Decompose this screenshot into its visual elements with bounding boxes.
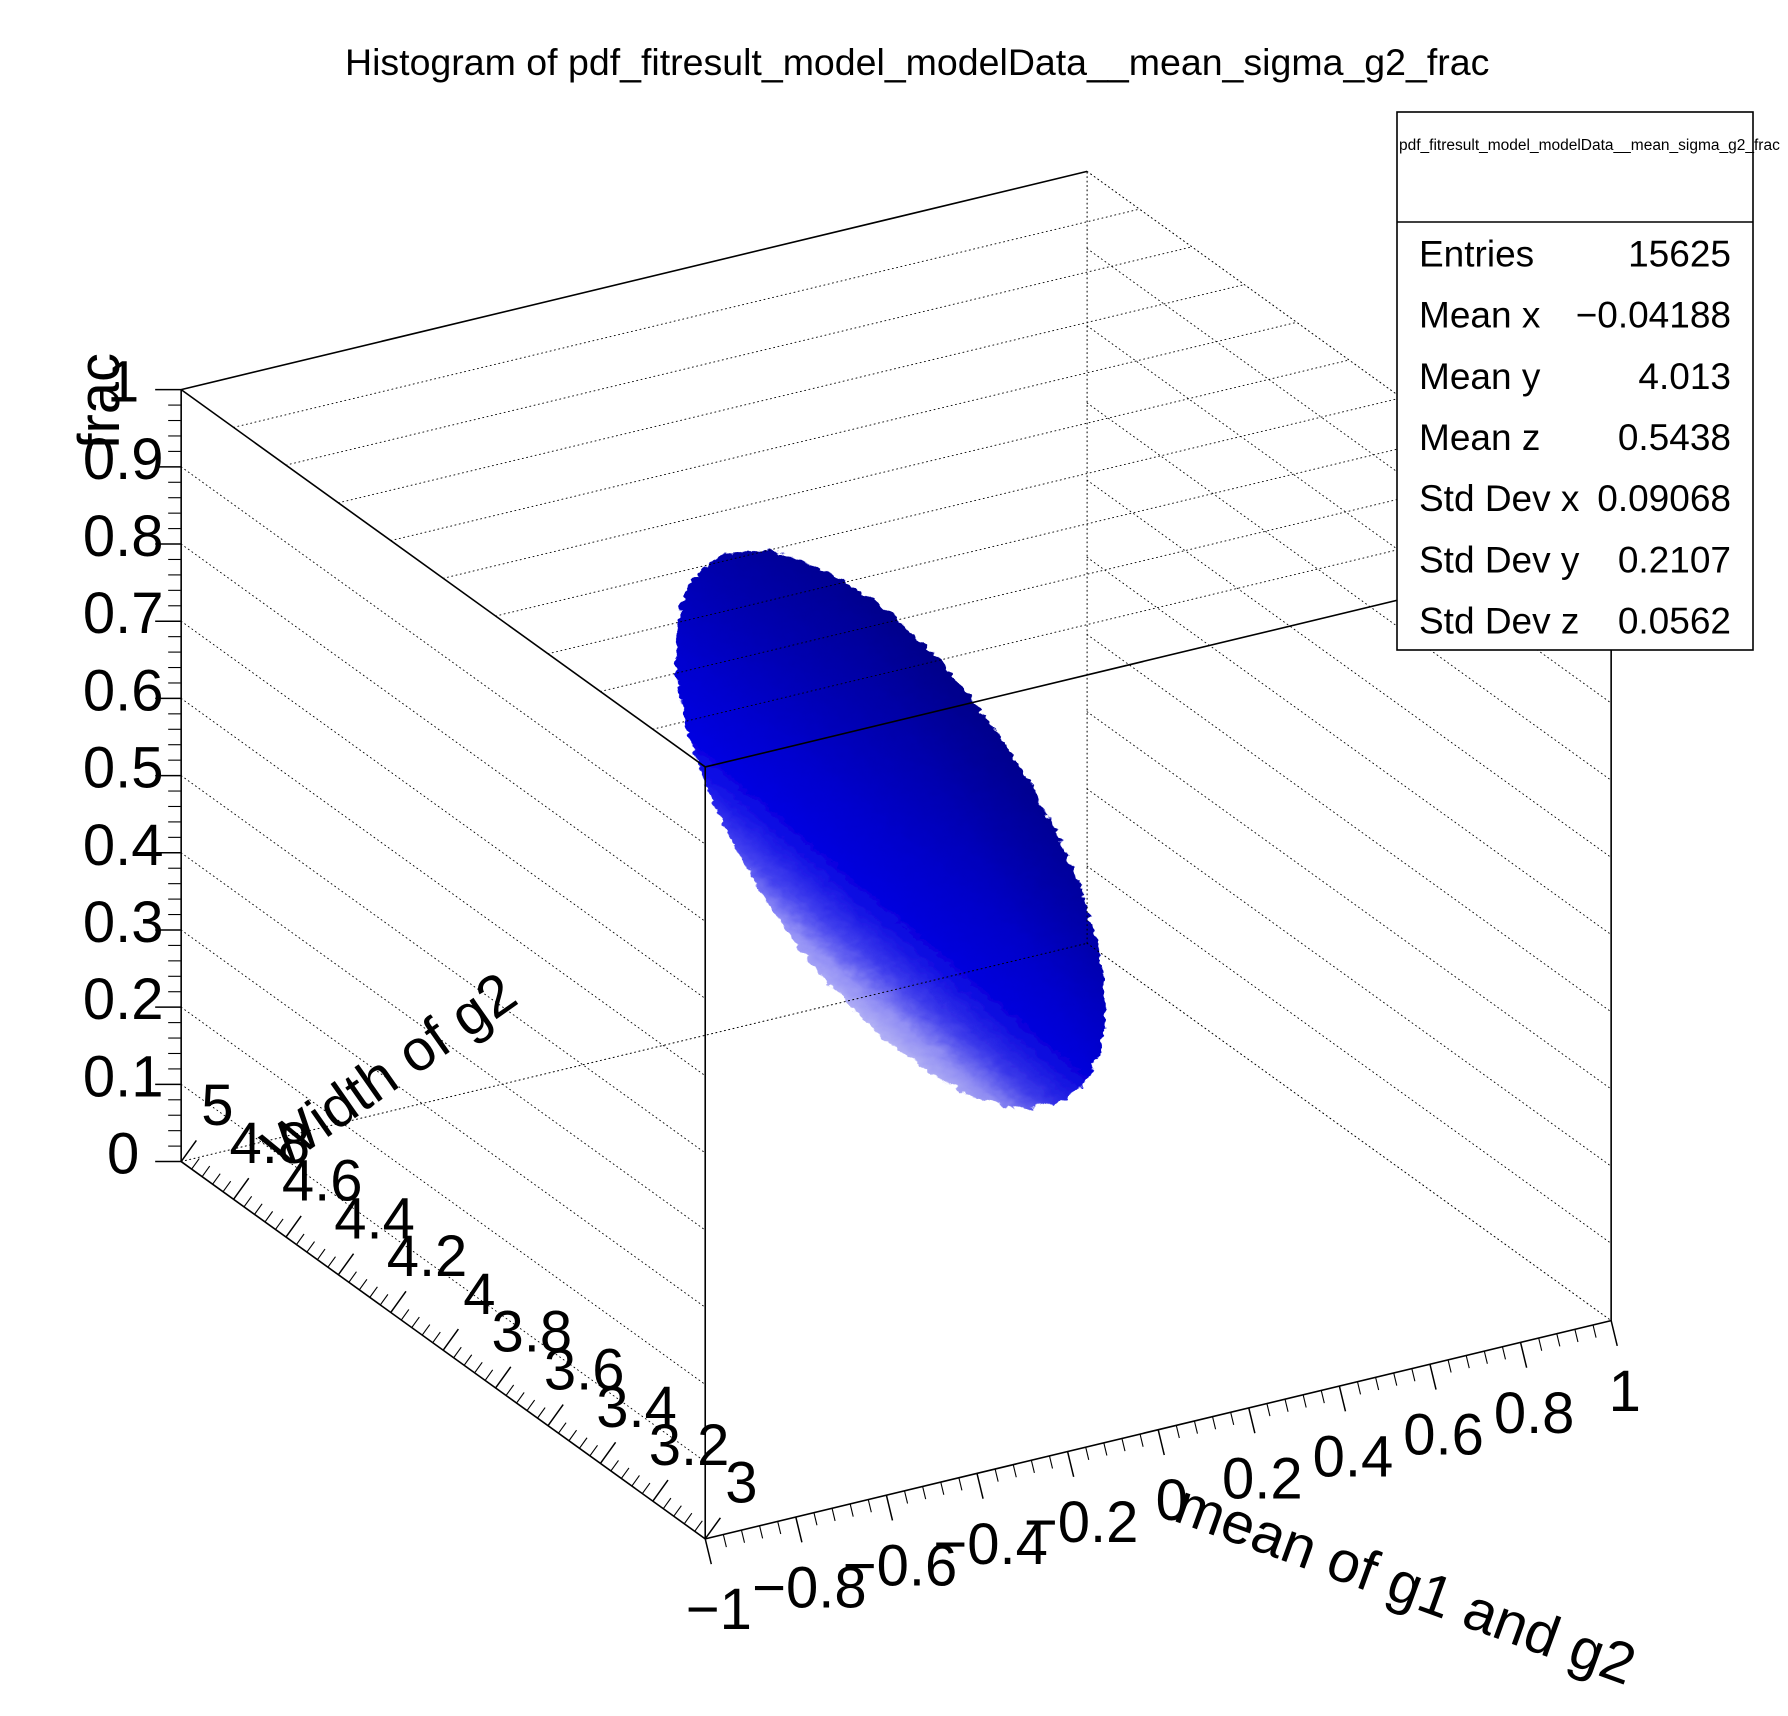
svg-text:0.8: 0.8	[1494, 1381, 1575, 1446]
svg-text:−0.04188: −0.04188	[1576, 295, 1731, 336]
svg-text:Entries: Entries	[1419, 234, 1534, 275]
svg-text:0.3: 0.3	[83, 890, 164, 955]
svg-text:4.2: 4.2	[387, 1224, 468, 1289]
svg-text:3.2: 3.2	[649, 1413, 730, 1478]
svg-text:−0.2: −0.2	[1024, 1490, 1139, 1555]
svg-text:0.2: 0.2	[83, 967, 164, 1032]
svg-text:0.6: 0.6	[83, 658, 164, 723]
svg-text:Std Dev z: Std Dev z	[1419, 600, 1579, 641]
svg-text:mean of g1 and g2: mean of g1 and g2	[1167, 1471, 1644, 1698]
svg-text:15625: 15625	[1628, 234, 1731, 275]
svg-text:Std Dev y: Std Dev y	[1419, 539, 1580, 580]
svg-text:frac: frac	[67, 353, 132, 450]
svg-text:4.013: 4.013	[1638, 356, 1731, 397]
svg-text:Width of g2: Width of g2	[250, 960, 528, 1182]
svg-text:0.8: 0.8	[83, 504, 164, 569]
svg-text:0.4: 0.4	[1313, 1424, 1394, 1489]
svg-text:0.1: 0.1	[83, 1044, 164, 1109]
svg-text:0.6: 0.6	[1403, 1403, 1484, 1468]
svg-text:Mean x: Mean x	[1419, 295, 1541, 336]
svg-text:Mean y: Mean y	[1419, 356, 1541, 397]
svg-text:pdf_fitresult_model_modelData_: pdf_fitresult_model_modelData__mean_sigm…	[1399, 137, 1780, 154]
svg-text:3: 3	[725, 1451, 757, 1516]
svg-text:1: 1	[1609, 1359, 1641, 1424]
svg-text:Mean z: Mean z	[1419, 417, 1540, 458]
svg-text:0: 0	[107, 1122, 139, 1187]
svg-text:Std Dev x: Std Dev x	[1419, 478, 1580, 519]
svg-text:0.0562: 0.0562	[1618, 600, 1731, 641]
svg-text:0.7: 0.7	[83, 581, 164, 646]
svg-text:0.2107: 0.2107	[1618, 539, 1731, 580]
svg-text:−1: −1	[686, 1577, 752, 1642]
svg-text:0.5438: 0.5438	[1618, 417, 1731, 458]
svg-text:0.5: 0.5	[83, 736, 164, 801]
svg-text:0.4: 0.4	[83, 813, 164, 878]
svg-text:Histogram of pdf_fitresult_mod: Histogram of pdf_fitresult_model_modelDa…	[345, 41, 1489, 83]
svg-text:0.09068: 0.09068	[1597, 478, 1731, 519]
